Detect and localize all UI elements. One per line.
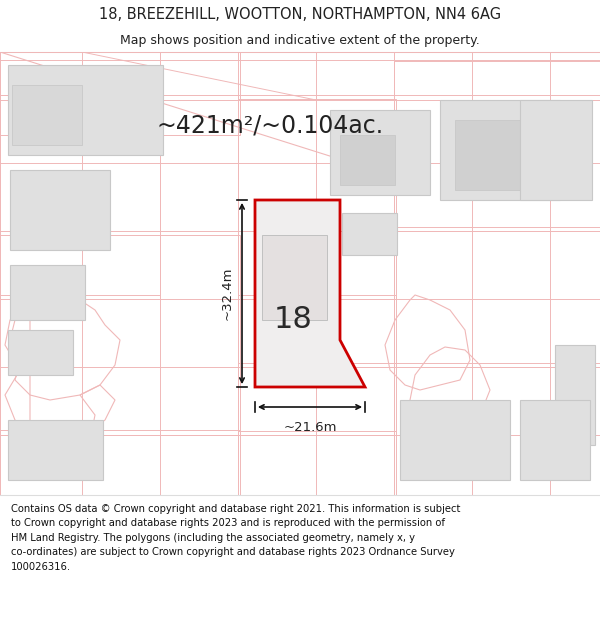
Bar — [330, 110, 430, 195]
Text: ~421m²/~0.104ac.: ~421m²/~0.104ac. — [157, 113, 383, 137]
Bar — [520, 100, 592, 200]
Bar — [555, 345, 595, 445]
Bar — [342, 213, 397, 255]
Bar — [394, 363, 600, 495]
Text: 18: 18 — [274, 306, 313, 334]
Bar — [238, 431, 396, 495]
Bar — [394, 61, 600, 231]
Bar — [238, 295, 396, 367]
Bar — [10, 170, 110, 250]
Bar — [8, 65, 163, 155]
Text: Contains OS data © Crown copyright and database right 2021. This information is : Contains OS data © Crown copyright and d… — [11, 504, 460, 572]
Bar — [0, 95, 160, 295]
Text: Map shows position and indicative extent of the property.: Map shows position and indicative extent… — [120, 34, 480, 47]
Bar — [455, 120, 530, 190]
Bar — [10, 265, 85, 320]
Polygon shape — [255, 200, 365, 387]
Bar — [0, 235, 240, 435]
Bar — [340, 135, 395, 185]
Bar — [400, 400, 510, 480]
Bar — [0, 52, 240, 135]
Bar — [262, 235, 327, 320]
Bar — [440, 100, 560, 200]
Bar — [8, 420, 103, 480]
Bar — [238, 99, 396, 299]
Text: ~21.6m: ~21.6m — [283, 421, 337, 434]
Bar — [0, 52, 600, 100]
Bar — [394, 227, 600, 367]
Bar — [8, 330, 73, 375]
Bar — [238, 363, 396, 435]
Text: ~32.4m: ~32.4m — [221, 267, 234, 320]
Bar — [0, 430, 240, 495]
Bar — [12, 85, 82, 145]
Text: 18, BREEZEHILL, WOOTTON, NORTHAMPTON, NN4 6AG: 18, BREEZEHILL, WOOTTON, NORTHAMPTON, NN… — [99, 6, 501, 21]
Bar — [520, 400, 590, 480]
